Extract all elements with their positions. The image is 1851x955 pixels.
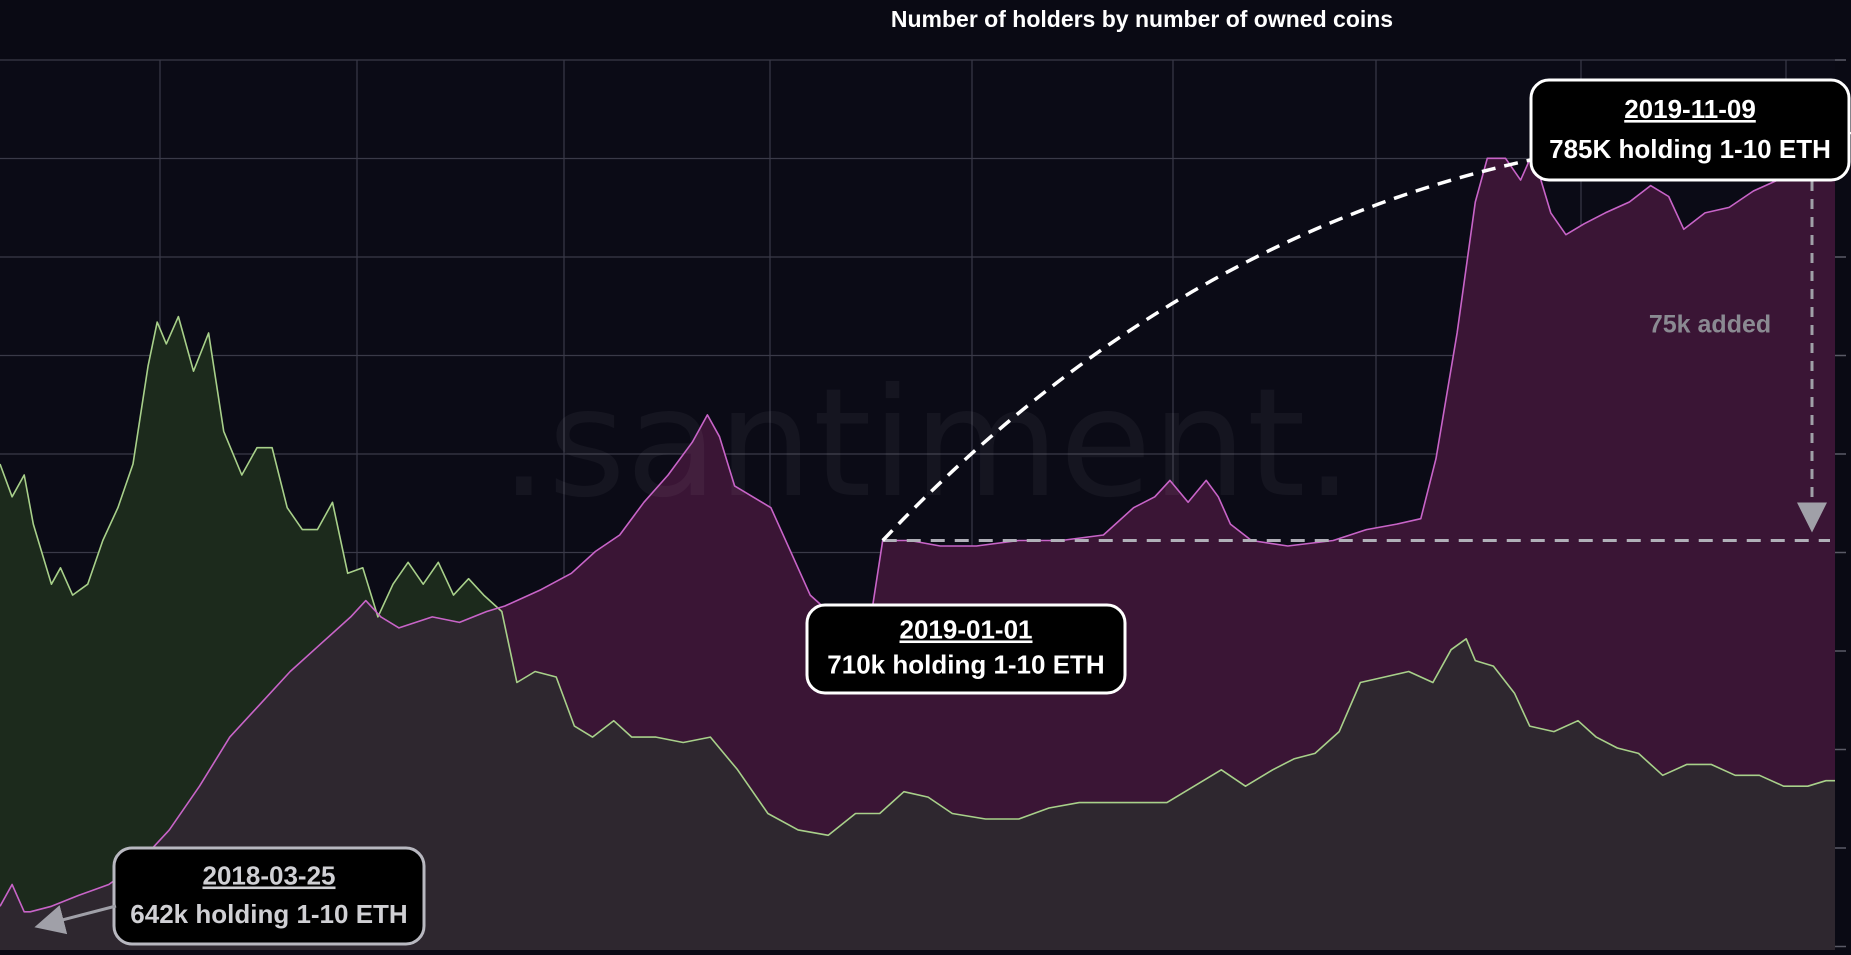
annotation-text: 642k holding 1-10 ETH <box>130 899 407 929</box>
chart-title: Number of holders by number of owned coi… <box>891 6 1393 32</box>
annotation-date: 2018-03-25 <box>203 860 336 890</box>
series-line-holders-1-10 <box>0 130 1835 913</box>
annotation-text: 710k holding 1-10 ETH <box>827 650 1104 680</box>
series-line-other-holders <box>0 315 1835 837</box>
annotation-date: 2019-11-09 <box>1624 94 1756 124</box>
annotation-text: 785K holding 1-10 ETH <box>1549 134 1831 164</box>
series-areas <box>0 131 1835 950</box>
series-lines <box>0 130 1835 913</box>
annotation-callout: 2019-01-01 710k holding 1-10 ETH <box>805 603 1127 695</box>
annotations: 2018-03-25 642k holding 1-10 ETH 2019-01-0… <box>34 78 1851 946</box>
overlays: 75k added <box>881 114 1851 542</box>
annotation-date: 2019-01-01 <box>900 614 1033 644</box>
annotation-box <box>805 603 1127 695</box>
annotation-box <box>112 846 426 946</box>
annotation-callout: 2018-03-25 642k holding 1-10 ETH <box>34 846 426 946</box>
annotation-callout: 2019-11-09 785K holding 1-10 ETH <box>1529 78 1851 182</box>
series-area-overlap-fill <box>0 316 1835 950</box>
trend-arrow <box>881 114 1851 542</box>
annotation-pointer-arrow <box>34 904 117 935</box>
watermark: .santiment. <box>500 357 1353 531</box>
annotation-box <box>1529 78 1851 182</box>
difference-marker-label: 75k added <box>1649 311 1771 339</box>
